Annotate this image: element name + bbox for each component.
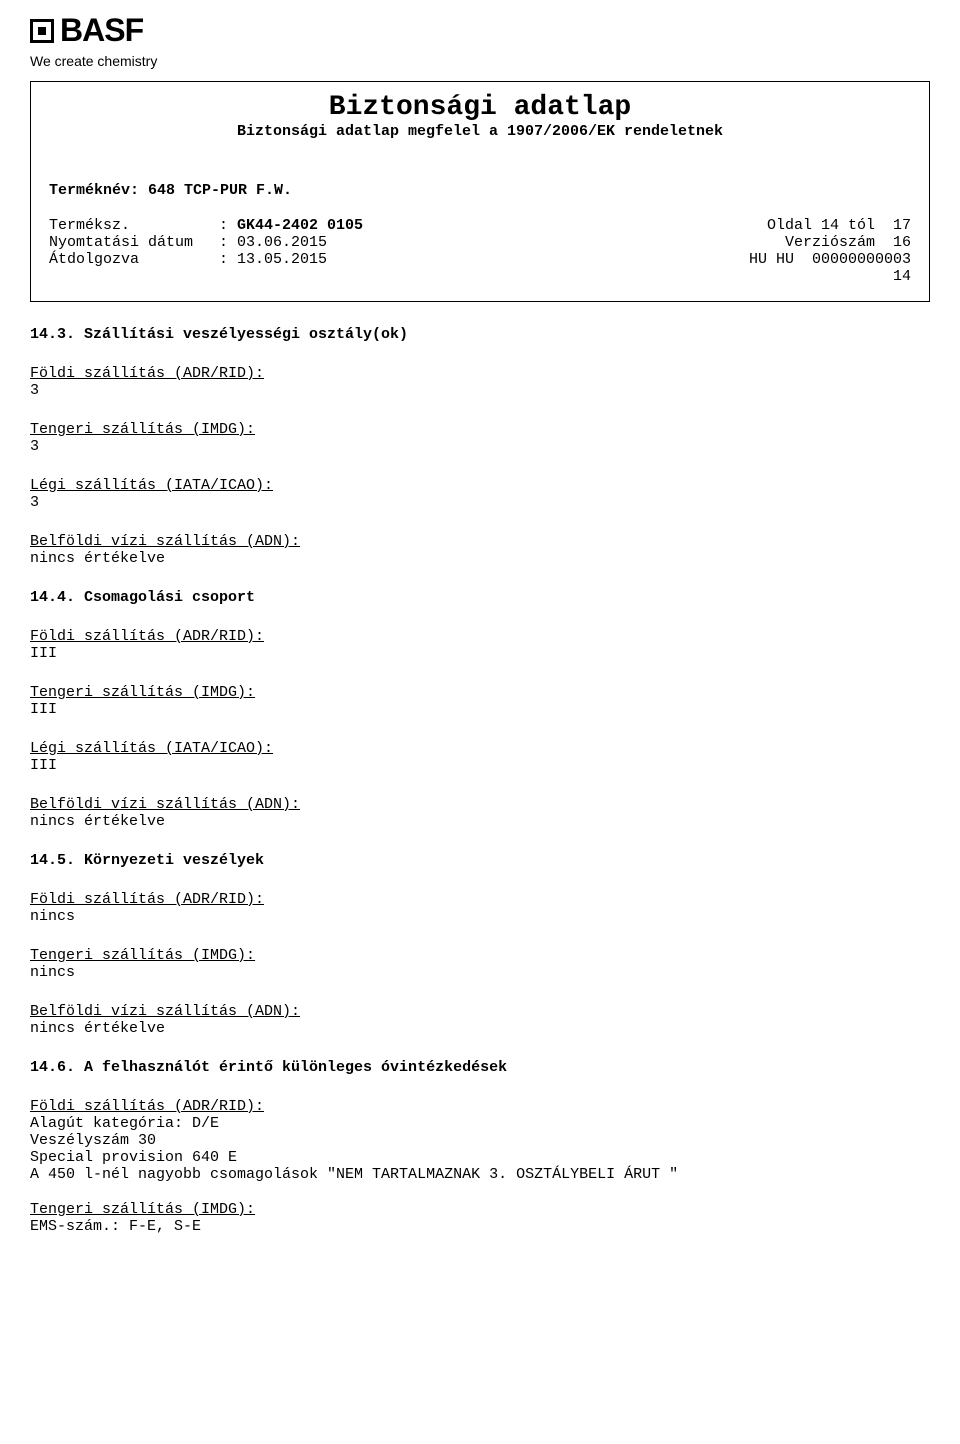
header-box: Biztonsági adatlap Biztonsági adatlap me…	[30, 81, 930, 302]
brand-name: BASF	[60, 12, 143, 49]
section-heading: 14.4. Csomagolási csoport	[30, 589, 930, 606]
transport-value: 3	[30, 438, 930, 455]
adr-line: A 450 l-nél nagyobb csomagolások "NEM TA…	[30, 1166, 930, 1183]
transport-value: nincs értékelve	[30, 550, 930, 567]
meta-label: Nyomtatási dátum	[49, 234, 219, 251]
section-14-3: 14.3. Szállítási veszélyességi osztály(o…	[30, 326, 930, 567]
meta-right: Oldal 14 tól 17	[767, 217, 911, 234]
meta-right: Verziószám 16	[785, 234, 911, 251]
transport-block: Belföldi vízi szállítás (ADN): nincs ért…	[30, 796, 930, 830]
transport-label: Tengeri szállítás (IMDG):	[30, 421, 930, 438]
section-heading: 14.3. Szállítási veszélyességi osztály(o…	[30, 326, 930, 343]
meta-right-trailing: 14	[893, 268, 911, 285]
transport-value: 3	[30, 382, 930, 399]
transport-block: Földi szállítás (ADR/RID): III	[30, 628, 930, 662]
transport-value: nincs értékelve	[30, 1020, 930, 1037]
meta-row: Átdolgozva : 13.05.2015 HU HU 0000000000…	[49, 251, 911, 268]
transport-block: Belföldi vízi szállítás (ADN): nincs ért…	[30, 533, 930, 567]
transport-value: III	[30, 701, 930, 718]
transport-label: Földi szállítás (ADR/RID):	[30, 365, 930, 382]
doc-title: Biztonsági adatlap	[49, 92, 911, 123]
meta-label: Átdolgozva	[49, 251, 219, 268]
transport-value: nincs	[30, 908, 930, 925]
meta-row: Terméksz. : GK44-2402 0105 Oldal 14 tól …	[49, 217, 911, 234]
section-heading: 14.6. A felhasználót érintő különleges ó…	[30, 1059, 930, 1076]
transport-block: Földi szállítás (ADR/RID): nincs	[30, 891, 930, 925]
transport-label: Tengeri szállítás (IMDG):	[30, 947, 930, 964]
product-name-label: Terméknév:	[49, 182, 139, 199]
transport-value: 3	[30, 494, 930, 511]
adr-line: Special provision 640 E	[30, 1149, 930, 1166]
adr-notes: Alagút kategória: D/E Veszélyszám 30 Spe…	[30, 1115, 930, 1183]
adr-line: Alagút kategória: D/E	[30, 1115, 930, 1132]
meta-block: Terméknév: 648 TCP-PUR F.W. Terméksz. : …	[49, 182, 911, 285]
meta-value: GK44-2402 0105	[237, 217, 767, 234]
transport-label: Belföldi vízi szállítás (ADN):	[30, 796, 930, 813]
meta-value: 03.06.2015	[237, 234, 785, 251]
meta-label: Terméksz.	[49, 217, 219, 234]
meta-row: Nyomtatási dátum : 03.06.2015 Verziószám…	[49, 234, 911, 251]
brand-tagline: We create chemistry	[30, 53, 930, 69]
basf-square-icon	[30, 19, 54, 43]
transport-block: Tengeri szállítás (IMDG): 3	[30, 421, 930, 455]
transport-label: Földi szállítás (ADR/RID):	[30, 891, 930, 908]
section-14-6: 14.6. A felhasználót érintő különleges ó…	[30, 1059, 930, 1235]
meta-value: 13.05.2015	[237, 251, 749, 268]
transport-value: III	[30, 645, 930, 662]
section-14-4: 14.4. Csomagolási csoport Földi szállítá…	[30, 589, 930, 830]
transport-block: Tengeri szállítás (IMDG): nincs	[30, 947, 930, 981]
meta-right: HU HU 00000000003	[749, 251, 911, 268]
transport-block: Tengeri szállítás (IMDG): III	[30, 684, 930, 718]
transport-label: Tengeri szállítás (IMDG):	[30, 684, 930, 701]
transport-value: III	[30, 757, 930, 774]
section-heading: 14.5. Környezeti veszélyek	[30, 852, 930, 869]
adr-line: Veszélyszám 30	[30, 1132, 930, 1149]
transport-value: nincs értékelve	[30, 813, 930, 830]
meta-colon: :	[219, 217, 237, 234]
brand-row: BASF	[30, 12, 930, 49]
transport-value: nincs	[30, 964, 930, 981]
transport-label: Földi szállítás (ADR/RID):	[30, 628, 930, 645]
product-name-value: 648 TCP-PUR F.W.	[148, 182, 292, 199]
transport-block: Légi szállítás (IATA/ICAO): 3	[30, 477, 930, 511]
transport-block: Földi szállítás (ADR/RID): 3	[30, 365, 930, 399]
transport-label: Légi szállítás (IATA/ICAO):	[30, 740, 930, 757]
doc-subtitle: Biztonsági adatlap megfelel a 1907/2006/…	[49, 123, 911, 140]
transport-block: Belföldi vízi szállítás (ADN): nincs ért…	[30, 1003, 930, 1037]
imdg-line: EMS-szám.: F-E, S-E	[30, 1218, 930, 1235]
transport-label: Belföldi vízi szállítás (ADN):	[30, 533, 930, 550]
imdg-label: Tengeri szállítás (IMDG):	[30, 1201, 930, 1218]
brand-logo: BASF	[30, 12, 143, 49]
meta-colon: :	[219, 251, 237, 268]
meta-row: 14	[49, 268, 911, 285]
meta-colon: :	[219, 234, 237, 251]
adr-label: Földi szállítás (ADR/RID):	[30, 1098, 930, 1115]
section-14-5: 14.5. Környezeti veszélyek Földi szállít…	[30, 852, 930, 1037]
transport-label: Belföldi vízi szállítás (ADN):	[30, 1003, 930, 1020]
transport-label: Légi szállítás (IATA/ICAO):	[30, 477, 930, 494]
transport-block: Légi szállítás (IATA/ICAO): III	[30, 740, 930, 774]
